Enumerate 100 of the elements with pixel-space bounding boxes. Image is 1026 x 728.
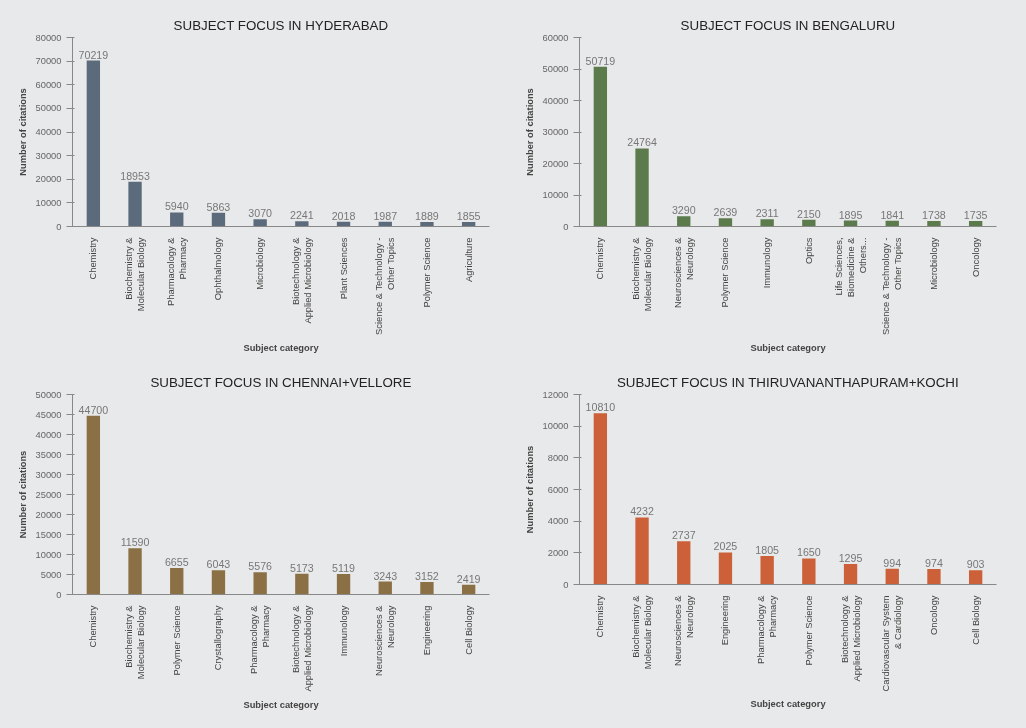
x-tick-label: Chemistry <box>595 237 606 280</box>
x-tick-label: Science & Technology - Other Topics <box>881 237 904 335</box>
bar <box>677 541 691 585</box>
chart-title: SUBJECT FOCUS IN HYDERABAD <box>173 17 389 33</box>
x-tick-label: Oncology <box>928 595 939 635</box>
y-tick-label: 10000 <box>35 549 62 560</box>
x-tick-label: Biochemistry & Molecular Biology <box>631 236 654 312</box>
data-label: 2737 <box>671 529 696 542</box>
data-label: 70219 <box>78 48 109 61</box>
y-tick-label: 60000 <box>542 32 569 43</box>
data-label: 24764 <box>627 136 657 149</box>
bar <box>128 181 142 227</box>
y-tick-label: 40000 <box>35 429 62 440</box>
data-label: 2025 <box>713 540 738 553</box>
bar <box>802 219 816 227</box>
x-axis-title: Subject category <box>243 342 320 353</box>
y-tick-label: 25000 <box>35 489 62 500</box>
y-tick-label: 2000 <box>547 547 569 558</box>
data-label: 6655 <box>164 555 189 568</box>
x-tick-label: Polymer Science <box>803 595 814 666</box>
bar <box>295 573 309 595</box>
y-tick-label: 10000 <box>35 197 62 208</box>
data-label: 1889 <box>415 210 439 223</box>
bar <box>211 570 226 595</box>
data-label: 5863 <box>206 200 231 213</box>
x-tick-label: Chemistry <box>88 605 99 648</box>
y-tick-label: 20000 <box>35 509 62 520</box>
x-tick-label: Microbiology <box>928 237 939 290</box>
data-label: 6043 <box>206 558 231 571</box>
x-tick-label: Pharmacology & Pharmacy <box>249 604 272 674</box>
data-label: 1650 <box>797 546 821 559</box>
bar <box>635 517 649 585</box>
bar <box>253 219 267 227</box>
data-label: 2241 <box>290 209 314 222</box>
bar <box>420 222 434 227</box>
data-label: 1895 <box>838 208 863 221</box>
bar <box>927 221 941 227</box>
y-tick-label: 30000 <box>542 127 569 137</box>
bar <box>718 218 733 227</box>
x-tick-label: Neurosciences & Neurology <box>672 594 695 667</box>
x-tick-label: Chemistry <box>595 595 606 638</box>
y-tick-label: 50000 <box>542 64 569 74</box>
y-tick-label: 10000 <box>542 421 569 432</box>
data-label: 3290 <box>671 204 696 217</box>
x-axis-title: Subject category <box>750 699 827 710</box>
x-tick-label: Engineering <box>421 605 432 656</box>
data-label: 50719 <box>585 54 616 67</box>
bar <box>86 415 101 595</box>
y-tick-label: 4000 <box>547 516 569 527</box>
data-label: 3070 <box>248 207 273 220</box>
data-label: 1735 <box>963 209 988 222</box>
bar <box>843 564 858 585</box>
x-tick-label: Polymer Science <box>421 237 432 308</box>
data-label: 44700 <box>78 403 109 416</box>
x-tick-label: Agriculture <box>463 237 474 283</box>
y-axis-title: Number of citations <box>17 88 28 176</box>
y-tick-label: 40000 <box>35 127 62 137</box>
x-tick-label: Biotechnology & Applied Microbiology <box>290 604 313 692</box>
data-label: 903 <box>966 558 985 571</box>
bar <box>295 221 309 227</box>
y-tick-label: 35000 <box>35 449 62 460</box>
y-tick-label: 70000 <box>35 56 62 67</box>
data-label: 974 <box>925 557 943 570</box>
data-label: 1987 <box>373 209 398 222</box>
y-tick-label: 40000 <box>542 95 569 106</box>
data-label: 1841 <box>880 208 905 221</box>
x-tick-label: Biochemistry & Molecular Biology <box>124 236 147 312</box>
x-tick-label: Plant Sciences <box>338 237 349 300</box>
bar <box>968 570 983 585</box>
y-tick-label: 80000 <box>35 32 62 43</box>
bar <box>170 212 184 227</box>
data-label: 2419 <box>456 572 481 585</box>
x-tick-label: Neurosciences & Neurology <box>374 604 397 677</box>
data-label: 1738 <box>922 209 946 222</box>
y-tick-label: 60000 <box>35 79 62 90</box>
x-tick-label: Science & Technology - Other Topics <box>374 237 397 335</box>
y-tick-label: 50000 <box>35 389 62 400</box>
bar <box>461 584 476 595</box>
data-label: 10810 <box>585 401 616 414</box>
data-label: 2639 <box>713 206 738 219</box>
y-axis-title: Number of citations <box>17 450 28 539</box>
x-tick-label: Cardiovascular System & Cardiology <box>881 595 904 692</box>
bar <box>718 552 733 585</box>
bar <box>760 219 774 227</box>
x-axis-title: Subject category <box>750 342 827 353</box>
x-tick-label: Immunology <box>338 605 349 657</box>
x-tick-label: Crystallography <box>213 605 224 671</box>
x-tick-label: Cell Biology <box>463 605 474 655</box>
x-tick-label: Biotechnology & Applied Microbiology <box>839 594 862 682</box>
x-tick-label: Pharmacology & Pharmacy <box>756 594 779 664</box>
y-tick-label: 20000 <box>542 158 569 169</box>
data-label: 5576 <box>248 560 273 573</box>
y-tick-label: 45000 <box>35 409 62 420</box>
data-label: 11590 <box>120 536 150 549</box>
x-tick-label: Optics <box>803 237 814 264</box>
bar <box>211 212 226 227</box>
bar <box>802 558 816 585</box>
bar <box>760 555 774 585</box>
y-axis-title: Number of citations <box>524 445 535 534</box>
x-axis-title: Subject category <box>243 699 320 710</box>
